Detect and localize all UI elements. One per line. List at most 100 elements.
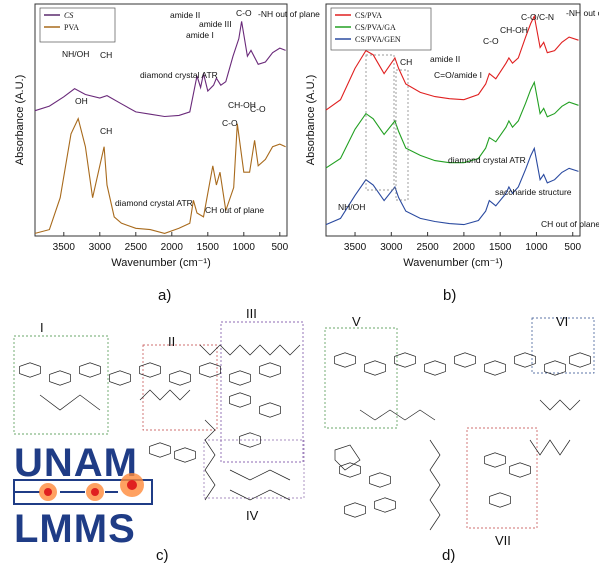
x-tick-label: 3000 (380, 242, 403, 253)
x-tick-label: 2000 (453, 242, 476, 253)
logo-line2: LMMS (14, 507, 136, 551)
sugar-ring (169, 370, 191, 386)
x-tick-label: 500 (271, 242, 288, 253)
peak-annotation: amide III (199, 19, 232, 29)
x-tick-label: 1000 (233, 242, 256, 253)
x-tick-label: 2500 (125, 242, 148, 253)
series-line-pva (34, 116, 286, 234)
legend-label: CS/PVA/GA (355, 23, 396, 32)
sugar-ring (364, 360, 386, 376)
sugar-ring (454, 352, 476, 368)
peak-annotation: CH-OH (228, 100, 256, 110)
sugar-ring (339, 462, 361, 478)
sugar-ring (484, 452, 506, 468)
sugar-ring (174, 447, 196, 463)
sugar-ring (374, 497, 396, 513)
series-line-cs (34, 21, 286, 118)
region-label-II: II (168, 334, 175, 349)
region-label-I: I (40, 320, 44, 335)
sugar-ring (259, 362, 281, 378)
sugar-ring (79, 362, 101, 378)
peak-annotation: CH out of plane (205, 205, 264, 215)
peak-annotation: diamond crystal ATR (448, 155, 526, 165)
sugar-ring (239, 432, 261, 448)
sugar-ring (259, 402, 281, 418)
region-box-IV (203, 439, 305, 499)
x-tick-label: 1500 (197, 242, 220, 253)
peak-annotation: C-O (222, 118, 238, 128)
unam-lmms-logo: UNAM LMMS (13, 441, 153, 551)
sugar-ring (109, 370, 131, 386)
sugar-ring (544, 360, 566, 376)
legend-label: CS (64, 11, 73, 20)
sugar-ring (334, 352, 356, 368)
region-box-II (142, 344, 218, 431)
peak-annotation: CH-OH (500, 25, 528, 35)
series-line-cs-pva-ga (325, 80, 579, 169)
peak-annotation: NH/OH (62, 49, 89, 59)
sugar-ring (149, 442, 171, 458)
x-tick-label: 2500 (416, 242, 439, 253)
panel-label-b: b) (443, 287, 456, 304)
region-box-VI (531, 317, 595, 374)
x-tick-label: 500 (564, 242, 581, 253)
peak-annotation: C-O (483, 36, 499, 46)
panel-label-d: d) (442, 547, 455, 564)
peak-annotation: -NH out of plane (258, 9, 320, 19)
scheme-d (324, 317, 595, 531)
sugar-ring (199, 362, 221, 378)
x-tick-label: 3500 (344, 242, 367, 253)
region-label-VII: VII (495, 533, 511, 548)
region-label-IV: IV (246, 508, 259, 523)
peak-annotation: amide I (186, 30, 214, 40)
x-axis-label: Wavenumber (cm⁻¹) (403, 257, 503, 269)
legend-label: CS/PVA (355, 11, 382, 20)
plot-frame (34, 3, 288, 237)
peak-annotation: C-O/C-N (521, 12, 554, 22)
sugar-ring (49, 370, 71, 386)
x-tick-label: 3500 (53, 242, 76, 253)
region-label-III: III (246, 306, 257, 321)
sugar-ring (344, 502, 366, 518)
peak-annotation: -NH out of plane (566, 8, 599, 18)
x-axis-label: Wavenumber (cm⁻¹) (111, 257, 211, 269)
sugar-ring (489, 492, 511, 508)
peak-annotation: saccharide structure (495, 187, 572, 197)
legend-box (39, 7, 116, 43)
series-line-cs-pva-gen (325, 146, 579, 226)
x-tick-label: 2000 (161, 242, 184, 253)
x-tick-label: 1000 (525, 242, 548, 253)
region-box-VII (466, 427, 538, 529)
panel-label-c: c) (156, 547, 169, 564)
peak-box-ch (395, 69, 409, 201)
sugar-ring (229, 370, 251, 386)
region-box-III (220, 321, 304, 463)
region-box-V (324, 327, 398, 429)
y-axis-label: Absorbance (A.U.) (14, 75, 26, 165)
peak-annotation: NH/OH (338, 202, 365, 212)
peak-box-nh-oh (365, 54, 395, 191)
peak-annotation: CH out of plane (541, 219, 599, 229)
panel-label-a: a) (158, 287, 171, 304)
peak-annotation: amide II (430, 54, 460, 64)
x-tick-label: 3000 (89, 242, 112, 253)
series-line-cs-pva (325, 14, 579, 111)
sugar-ring (369, 472, 391, 488)
sugar-ring (229, 392, 251, 408)
sugar-ring (484, 360, 506, 376)
peak-annotation: CH (400, 57, 412, 67)
logo-line1: UNAM (14, 441, 138, 485)
sugar-ring (424, 360, 446, 376)
chart-b: 3500 3000 2500 2000 1500 1000 500 Wavenumber (c… (305, 3, 599, 269)
region-label-VI: VI (556, 314, 568, 329)
peak-annotation: OH (75, 96, 88, 106)
sugar-ring (19, 362, 41, 378)
sugar-ring (394, 352, 416, 368)
x-tick-label: 1500 (489, 242, 512, 253)
y-axis-label: Absorbance (A.U.) (305, 75, 317, 165)
peak-annotation: diamond crystal ATR (140, 70, 218, 80)
sugar-ring (514, 352, 536, 368)
sugar-ring (569, 352, 591, 368)
chart-a: 3500 3000 2500 2000 1500 1000 500 Wavenumber (c… (14, 3, 320, 269)
